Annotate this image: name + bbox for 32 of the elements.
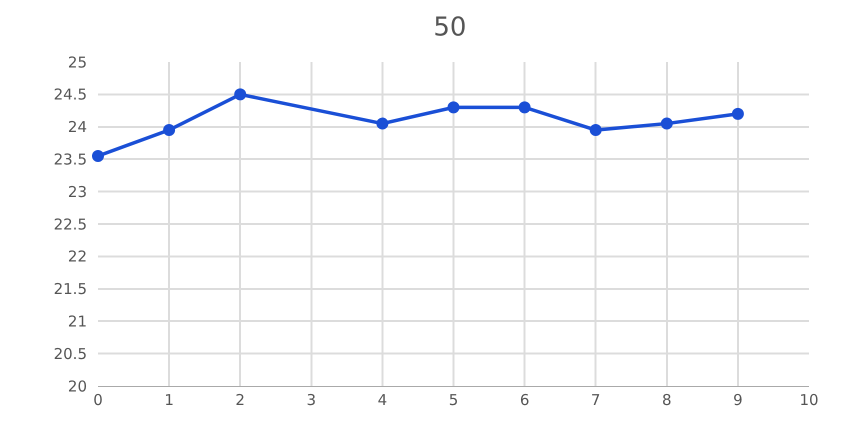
x-tick-label: 2 bbox=[235, 391, 245, 409]
y-tick-label: 22.5 bbox=[54, 215, 87, 234]
y-tick-label: 20 bbox=[68, 377, 87, 396]
y-tick-label: 24.5 bbox=[54, 86, 87, 104]
y-tick-label: 21 bbox=[68, 312, 87, 330]
point bbox=[660, 118, 673, 130]
x-tick-label: 4 bbox=[378, 391, 388, 409]
y-tick-label: 23 bbox=[68, 182, 87, 201]
point bbox=[92, 150, 104, 162]
x-tick-label: 6 bbox=[520, 391, 530, 409]
x-tick-label: 10 bbox=[799, 391, 819, 409]
point bbox=[518, 101, 531, 114]
point bbox=[376, 118, 388, 130]
chart-title: 50 bbox=[433, 12, 466, 43]
y-tick-label: 21.5 bbox=[54, 280, 87, 298]
x-tick-label: 5 bbox=[448, 391, 458, 409]
y-tick-label: 23.5 bbox=[54, 150, 87, 168]
y-tick-label: 25 bbox=[68, 53, 87, 72]
point bbox=[448, 101, 460, 114]
x-tick-label: 1 bbox=[164, 391, 174, 409]
x-tick-label: 3 bbox=[306, 391, 316, 409]
y-tick-label: 22 bbox=[68, 248, 87, 266]
x-tick-label: 8 bbox=[662, 391, 672, 409]
point bbox=[234, 88, 246, 100]
y-tick-label: 20.5 bbox=[54, 344, 87, 363]
point bbox=[590, 124, 602, 136]
x-tick-label: 7 bbox=[590, 391, 600, 409]
y-tick-label: 24 bbox=[68, 118, 87, 136]
point bbox=[163, 124, 176, 136]
point bbox=[732, 108, 744, 120]
x-tick-label: 0 bbox=[93, 391, 103, 409]
x-tick-label: 9 bbox=[733, 391, 743, 409]
